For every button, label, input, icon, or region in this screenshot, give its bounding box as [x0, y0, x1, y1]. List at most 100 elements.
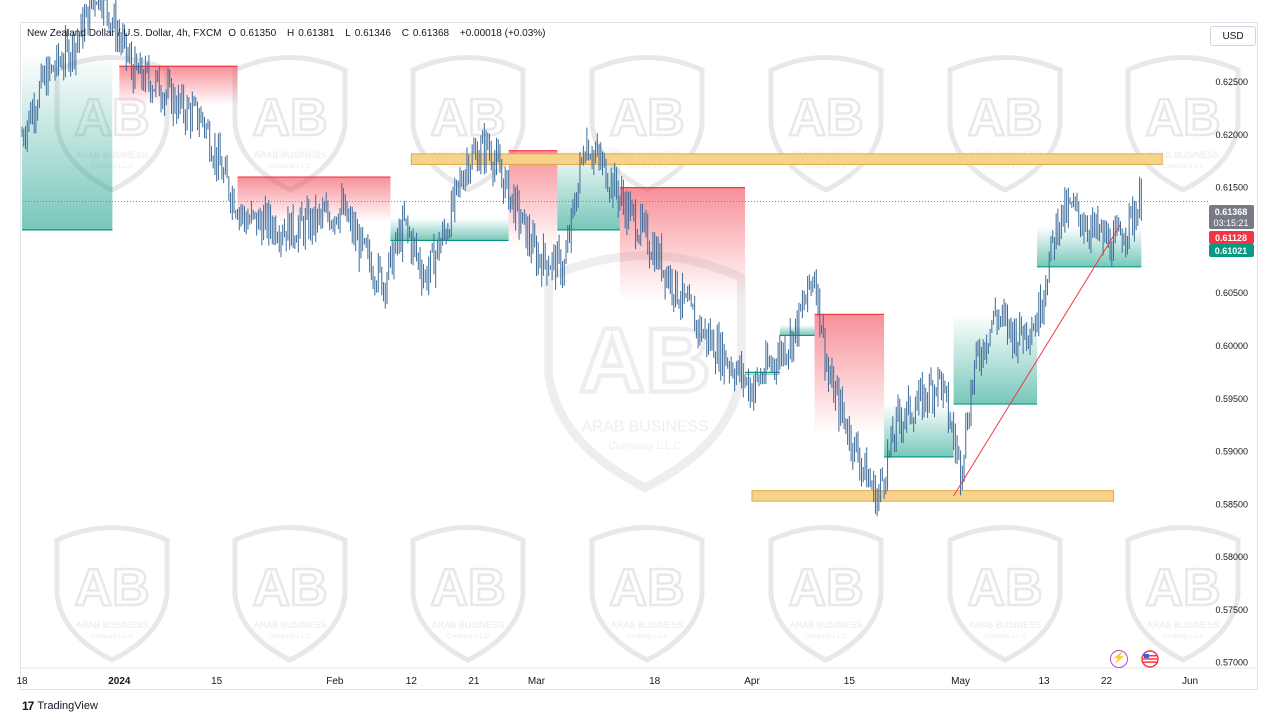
watermark-monogram: AB [579, 310, 710, 411]
watermark-sub: Company L.L.C [805, 634, 847, 640]
watermark-name: ARAB BUSINESS [432, 620, 505, 630]
watermark-sub: Company L.L.C [626, 164, 668, 170]
watermark-name: ARAB BUSINESS [611, 620, 684, 630]
tradingview-logo-icon: 17 [22, 699, 34, 713]
time-tick-label: 13 [1038, 676, 1050, 687]
watermark-name: ARAB BUSINESS [76, 620, 149, 630]
time-tick-label: Feb [326, 676, 344, 687]
watermark-monogram: AB [609, 559, 684, 617]
legend-low-value: 0.61346 [354, 28, 391, 39]
watermark-name: ARAB BUSINESS [1147, 620, 1220, 630]
watermark-name: ARAB BUSINESS [254, 150, 327, 160]
watermark-sub: Company L.L.C [609, 440, 682, 452]
watermark-monogram: AB [1145, 559, 1220, 617]
watermark-logo: AB ARAB BUSINESS Company L.L.C [947, 525, 1063, 663]
watermark-monogram: AB [252, 559, 327, 617]
watermark-sub: Company L.L.C [1162, 164, 1204, 170]
watermark-logo: AB ARAB BUSINESS Company L.L.C [589, 525, 705, 663]
watermark-monogram: AB [788, 89, 863, 147]
watermark-sub: Company L.L.C [984, 634, 1026, 640]
support-zone [751, 490, 1115, 502]
price-tag-countdown: 03:15:21 [1213, 218, 1248, 228]
price-tag-value: 0.61368 [1215, 207, 1248, 217]
time-tick-label: 18 [649, 676, 661, 687]
watermark-monogram: AB [1145, 89, 1220, 147]
watermark-sub: Company L.L.C [984, 164, 1026, 170]
time-tick-label: 2024 [108, 676, 131, 687]
price-tag-value: 0.61021 [1215, 246, 1248, 256]
time-tick-label: 18 [16, 676, 28, 687]
watermark-logo: AB ARAB BUSINESS Company L.L.C [1125, 55, 1241, 193]
watermark-sub: Company L.L.C [626, 634, 668, 640]
chart-frame[interactable] [20, 22, 1258, 690]
watermark-name: ARAB BUSINESS [582, 419, 709, 436]
price-tick-label: 0.62000 [1215, 130, 1248, 140]
price-tag [1209, 205, 1254, 229]
watermark-monogram: AB [74, 559, 149, 617]
time-tick-label: 21 [468, 676, 480, 687]
watermark-monogram: AB [967, 559, 1042, 617]
time-tick-label: Mar [528, 676, 546, 687]
watermark-sub: Company L.L.C [269, 164, 311, 170]
watermark-logo: AB ARAB BUSINESS Company L.L.C [232, 55, 348, 193]
watermark-monogram: AB [252, 89, 327, 147]
time-tick-label: Apr [744, 676, 760, 687]
price-tick-label: 0.61500 [1215, 183, 1248, 193]
currency-button[interactable]: USD [1210, 26, 1256, 46]
resistance-zone [410, 153, 1163, 165]
us-flag-icon[interactable] [1136, 650, 1164, 668]
price-tick-label: 0.60500 [1215, 288, 1248, 298]
watermark-monogram: AB [430, 89, 505, 147]
price-tick-label: 0.58500 [1215, 499, 1248, 509]
watermark-name: ARAB BUSINESS [969, 620, 1042, 630]
legend-high-value: 0.61381 [298, 28, 335, 39]
watermark-layer: AB ARAB BUSINESS Company L.L.C AB ARAB BUSIN… [54, 55, 1241, 663]
trendline [22, 201, 1208, 497]
time-tick-label: Jun [1182, 676, 1198, 687]
tradingview-brand[interactable]: 17 TradingView [22, 699, 98, 713]
watermark-logo: AB ARAB BUSINESS Company L.L.C [232, 525, 348, 663]
price-tag-value: 0.61128 [1215, 233, 1247, 243]
legend-close-key: C [401, 28, 409, 39]
watermark-sub: Company L.L.C [269, 634, 311, 640]
price-tag [1209, 231, 1254, 244]
watermark-name: ARAB BUSINESS [790, 620, 863, 630]
watermark-name: ARAB BUSINESS [1147, 150, 1220, 160]
lightning-icon[interactable]: ⚡ [1110, 650, 1128, 668]
watermark-sub: Company L.L.C [805, 164, 847, 170]
price-tick-label: 0.58000 [1215, 552, 1248, 562]
price-tick-label: 0.62500 [1215, 77, 1248, 87]
time-tick-label: 15 [844, 676, 856, 687]
time-axis: 18 2024 15 Feb 12 21 Mar 18 Apr 15 May 13 22 Jun [16, 667, 1258, 687]
price-tick-label: 0.57000 [1215, 658, 1248, 668]
legend-change: +0.00018 (+0.03%) [459, 28, 546, 39]
time-tick-label: 22 [1101, 676, 1113, 687]
watermark-logo: AB ARAB BUSINESS Company L.L.C [54, 525, 170, 663]
watermark-monogram: AB [788, 559, 863, 617]
price-tick-label: 0.59500 [1215, 394, 1248, 404]
price-tick-label: 0.60000 [1215, 341, 1248, 351]
candles [21, 0, 1142, 517]
time-tick-label: May [951, 676, 970, 687]
watermark-sub: Company L.L.C [91, 634, 133, 640]
time-tick-label: 12 [406, 676, 418, 687]
legend-symbol[interactable]: New Zealand Dollar / U.S. Dollar, 4h, FX… [27, 28, 222, 39]
symbol-legend: New Zealand Dollar / U.S. Dollar, 4h, FX… [27, 28, 549, 39]
price-tick-label: 0.59000 [1215, 447, 1248, 457]
legend-close-value: 0.61368 [412, 28, 450, 39]
zones [410, 153, 1163, 502]
time-tick-label: 15 [211, 676, 223, 687]
watermark-monogram: AB [609, 89, 684, 147]
watermark-logo: AB ARAB BUSINESS Company L.L.C [768, 525, 884, 663]
watermark-sub: Company L.L.C [1162, 634, 1204, 640]
watermark-name: ARAB BUSINESS [254, 620, 327, 630]
legend-low-key: L [345, 28, 351, 39]
watermark-monogram: AB [430, 559, 505, 617]
price-tag [1209, 244, 1254, 257]
uptrend-line [953, 224, 1121, 497]
watermark-monogram: AB [967, 89, 1042, 147]
